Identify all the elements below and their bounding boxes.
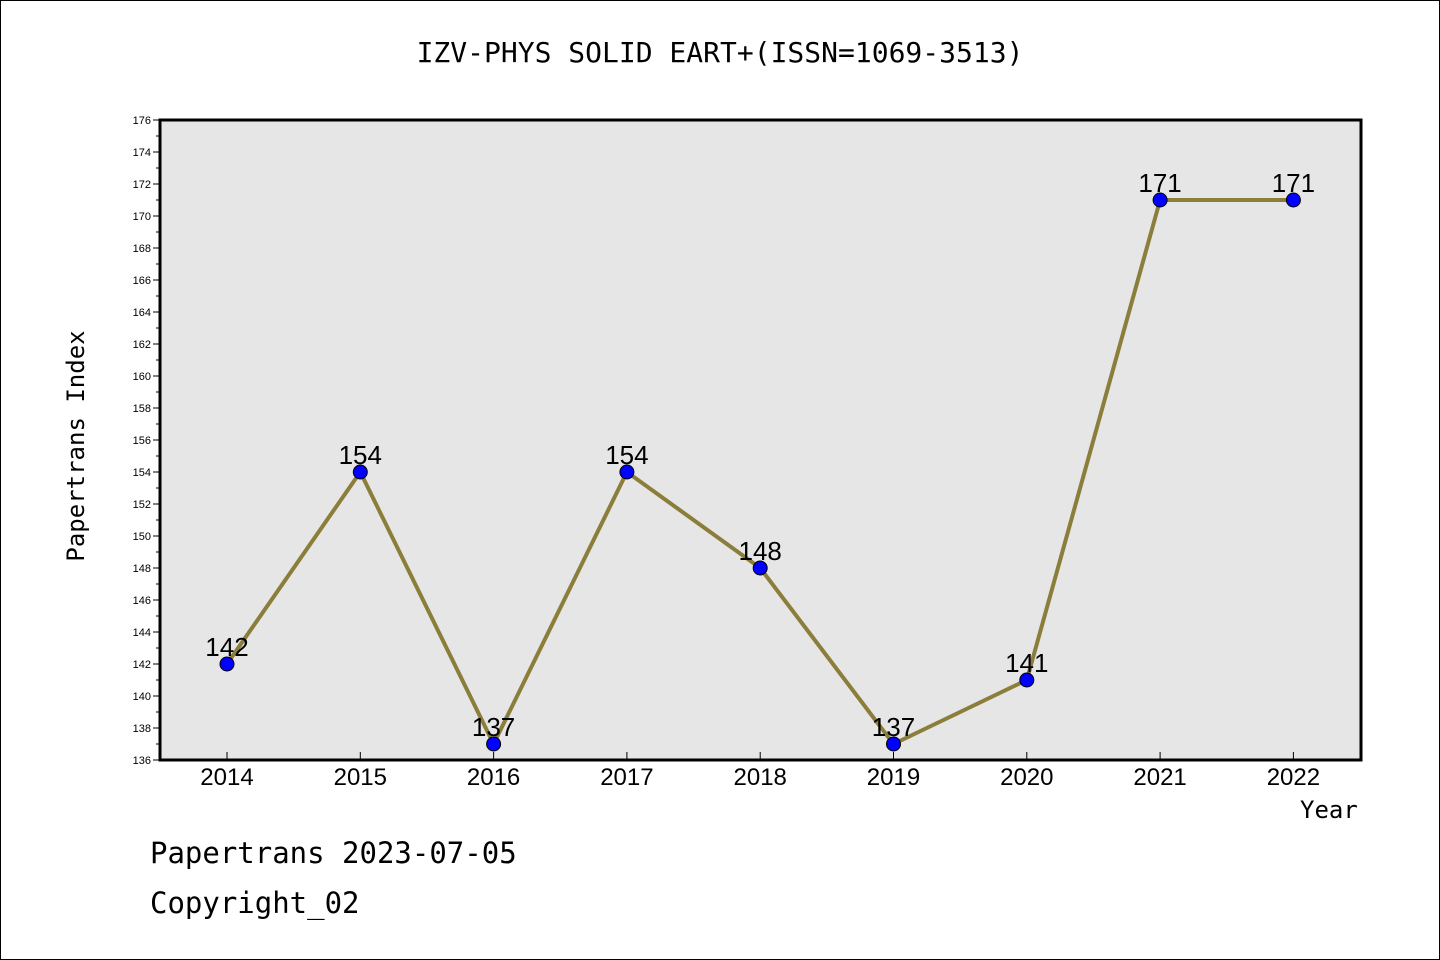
data-label: 142: [205, 632, 248, 662]
data-label: 171: [1138, 168, 1181, 198]
plot-border: [158, 118, 1363, 762]
data-label: 148: [739, 536, 782, 566]
data-point: [1152, 192, 1168, 208]
y-tick-label: 164: [133, 307, 151, 319]
y-tick-label: 162: [133, 339, 151, 351]
y-tick-label: 138: [133, 723, 151, 735]
x-tick-label: 2014: [200, 764, 253, 791]
y-tick-label: 136: [133, 755, 151, 767]
y-tick-label: 170: [133, 211, 151, 223]
y-tick-label: 176: [133, 115, 151, 127]
y-tick-label: 156: [133, 435, 151, 447]
data-labels: 142 154 137 154 148 137 141 171 171: [205, 168, 1315, 742]
y-tick-label: 168: [133, 243, 151, 255]
y-tick-label: 150: [133, 531, 151, 543]
footer-copyright: Copyright_02: [150, 886, 360, 920]
x-tick-label: 2018: [734, 764, 787, 791]
data-point: [886, 736, 901, 752]
data-label: 137: [872, 712, 915, 742]
x-tick-label: 2017: [600, 764, 653, 791]
data-label: 154: [339, 440, 382, 470]
data-point: [352, 464, 368, 480]
data-label: 171: [1272, 168, 1315, 198]
x-tick-label: 2016: [467, 764, 520, 791]
y-tick-label: 158: [133, 403, 151, 415]
y-tick-label: 160: [133, 371, 151, 383]
y-tick-label: 152: [133, 499, 151, 511]
data-point: [486, 736, 502, 752]
x-tick-label: 2022: [1267, 764, 1320, 791]
y-tick-label: 174: [133, 147, 151, 159]
x-tick-label: 2020: [1000, 764, 1053, 791]
data-point: [619, 464, 635, 480]
y-tick-label: 166: [133, 275, 151, 287]
plot-area: [160, 120, 1361, 760]
data-point: [219, 656, 235, 672]
data-point: [1019, 672, 1035, 688]
x-axis-label: Year: [1300, 796, 1358, 824]
x-tick-label: 2015: [334, 764, 387, 791]
data-label: 154: [605, 440, 648, 470]
footer-date: Papertrans 2023-07-05: [150, 836, 517, 870]
x-tick-label: 2019: [867, 764, 920, 791]
x-axis: 2014 2015 2016 2017 2018 2019 2020 2021 2022: [200, 752, 1320, 791]
data-label: 137: [472, 712, 515, 742]
y-tick-label: 154: [133, 467, 151, 479]
chart-title: IZV-PHYS SOLID EART+(ISSN=1069-3513): [416, 36, 1024, 69]
y-axis-label: Papertrans Index: [62, 330, 90, 562]
y-tick-label: 144: [133, 627, 151, 639]
x-tick-label: 2021: [1133, 764, 1186, 791]
y-tick-label: 146: [133, 595, 151, 607]
data-point: [1285, 192, 1301, 208]
data-points: [219, 192, 1301, 752]
y-tick-label: 172: [133, 179, 151, 191]
data-point: [752, 560, 768, 576]
y-tick-label: 140: [133, 691, 151, 703]
data-label: 141: [1005, 648, 1048, 678]
y-axis: 136 138 140 142 144 146 148 150 152 154 156 158 160 1…: [133, 115, 160, 767]
y-tick-label: 142: [133, 659, 151, 671]
y-tick-label: 148: [133, 563, 151, 575]
